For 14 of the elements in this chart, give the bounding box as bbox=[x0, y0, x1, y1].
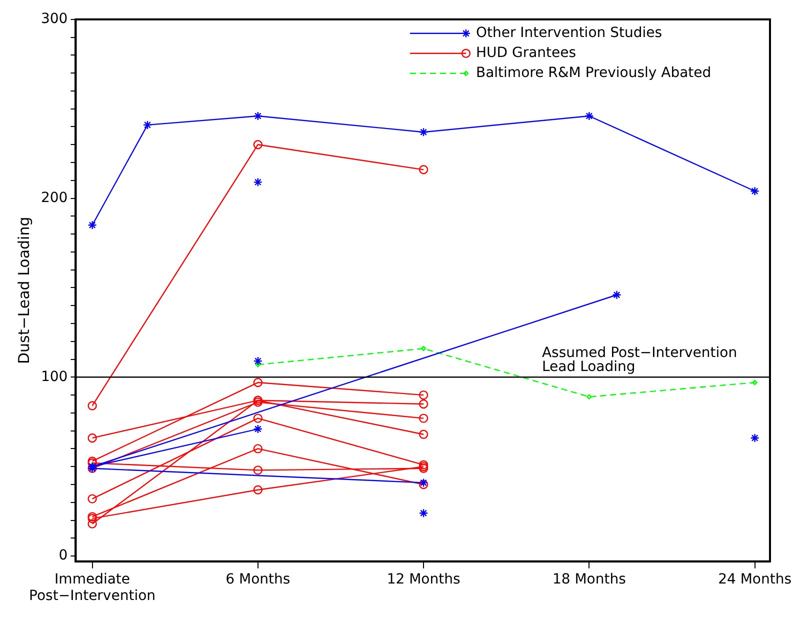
legend-label: Other Intervention Studies bbox=[476, 25, 662, 42]
y-tick-label: 100 bbox=[40, 368, 68, 385]
x-tick-label: 18 Months bbox=[552, 571, 626, 588]
x-tick-label: 12 Months bbox=[386, 571, 460, 588]
x-tick-label: 6 Months bbox=[226, 571, 290, 588]
x-tick-label: Immediate Post−Intervention bbox=[29, 571, 156, 604]
y-tick-label: 200 bbox=[40, 190, 68, 206]
legend-label: HUD Grantees bbox=[476, 45, 576, 62]
x-tick-label: 24 Months bbox=[718, 571, 792, 588]
ref-line-label: Assumed Post−Intervention Lead Loading bbox=[542, 345, 738, 376]
y-axis-title: Dust−Lead Loading bbox=[14, 216, 33, 364]
y-tick-label: 300 bbox=[40, 11, 68, 28]
legend-label: Baltimore R&M Previously Abated bbox=[476, 65, 712, 82]
y-tick-label: 0 bbox=[58, 548, 68, 564]
